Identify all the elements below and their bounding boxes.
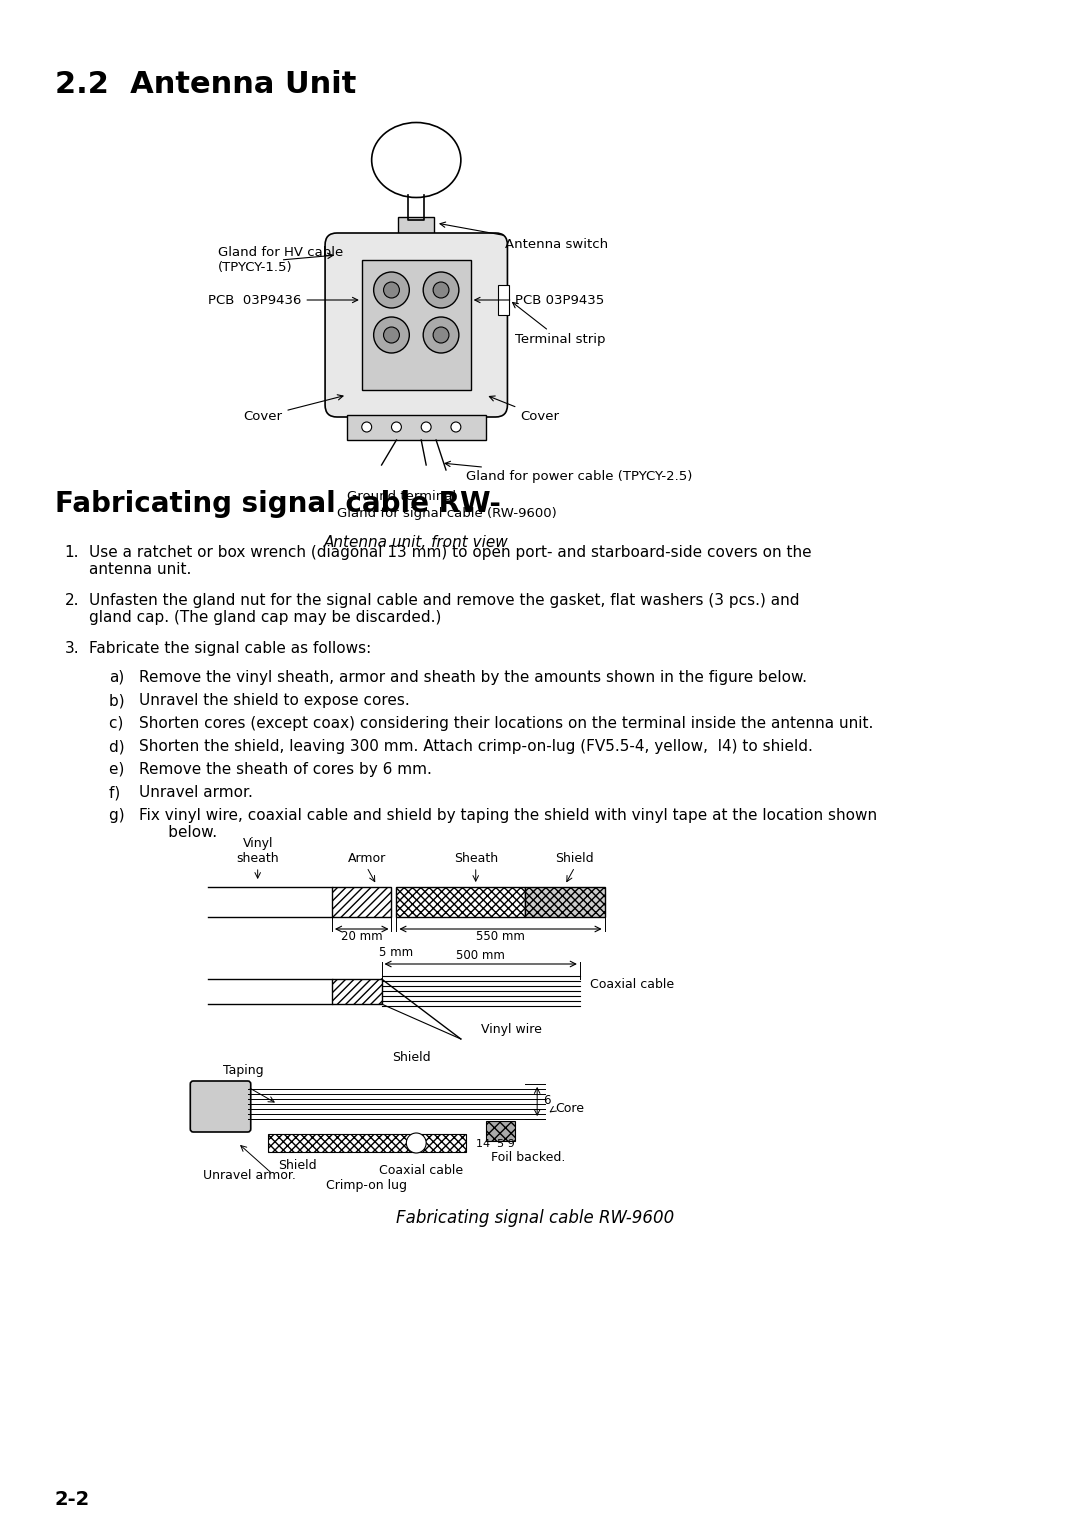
- Text: Gland for power cable (TPYCY-2.5): Gland for power cable (TPYCY-2.5): [445, 461, 692, 483]
- FancyBboxPatch shape: [325, 234, 508, 417]
- Circle shape: [433, 327, 449, 344]
- Text: Use a ratchet or box wrench (diagonal 13 mm) to open port- and starboard-side co: Use a ratchet or box wrench (diagonal 13…: [90, 545, 812, 577]
- Text: Unravel armor.: Unravel armor.: [138, 785, 253, 800]
- Circle shape: [383, 327, 400, 344]
- Text: Antenna switch: Antenna switch: [440, 221, 608, 252]
- Text: Cover: Cover: [489, 395, 559, 423]
- Text: Shield: Shield: [278, 1159, 316, 1173]
- Text: Sheath: Sheath: [454, 852, 498, 864]
- Text: Armor: Armor: [348, 852, 386, 864]
- Text: 1.: 1.: [65, 545, 79, 560]
- Text: Terminal strip: Terminal strip: [513, 302, 606, 347]
- Text: 2.: 2.: [65, 592, 79, 608]
- Text: Coaxial cable: Coaxial cable: [379, 1164, 463, 1177]
- Text: a): a): [109, 670, 124, 686]
- Text: Unravel armor.: Unravel armor.: [203, 1170, 296, 1182]
- Bar: [362, 260, 471, 389]
- Circle shape: [374, 272, 409, 308]
- Circle shape: [421, 421, 431, 432]
- Text: 20 mm: 20 mm: [341, 930, 382, 944]
- Circle shape: [391, 421, 402, 432]
- Circle shape: [362, 421, 372, 432]
- Circle shape: [374, 318, 409, 353]
- Text: Gland for signal cable (RW-9600): Gland for signal cable (RW-9600): [337, 507, 556, 521]
- Circle shape: [383, 282, 400, 298]
- Text: f): f): [109, 785, 130, 800]
- Text: Coaxial cable: Coaxial cable: [590, 977, 674, 991]
- Text: Taping: Taping: [222, 1064, 264, 1077]
- Text: Remove the sheath of cores by 6 mm.: Remove the sheath of cores by 6 mm.: [138, 762, 432, 777]
- Bar: [396, 887, 525, 918]
- Text: 2-2: 2-2: [54, 1490, 90, 1509]
- Bar: [525, 887, 605, 918]
- Text: Shorten the shield, leaving 300 mm. Attach crimp-on-lug (FV5.5-4, yellow,  l4) t: Shorten the shield, leaving 300 mm. Atta…: [138, 739, 812, 754]
- Bar: [332, 887, 391, 918]
- Text: Foil backed.: Foil backed.: [490, 1151, 565, 1164]
- Text: Vinyl wire: Vinyl wire: [481, 1023, 541, 1035]
- Text: Unravel the shield to expose cores.: Unravel the shield to expose cores.: [138, 693, 409, 709]
- Text: Core: Core: [555, 1102, 584, 1116]
- Text: 5 mm: 5 mm: [379, 947, 414, 959]
- Text: d): d): [109, 739, 130, 754]
- Text: Ground terminal: Ground terminal: [347, 490, 456, 502]
- Text: Fabricate the signal cable as follows:: Fabricate the signal cable as follows:: [90, 641, 372, 657]
- Circle shape: [451, 421, 461, 432]
- Text: Crimp-on lug: Crimp-on lug: [326, 1179, 407, 1193]
- Text: 14  5 9: 14 5 9: [476, 1139, 515, 1148]
- Text: c): c): [109, 716, 129, 731]
- Bar: [486, 1121, 515, 1141]
- Text: Fabricating signal cable RW-: Fabricating signal cable RW-: [54, 490, 500, 518]
- Circle shape: [423, 318, 459, 353]
- Text: PCB  03P9436: PCB 03P9436: [208, 293, 357, 307]
- Text: Cover: Cover: [243, 395, 343, 423]
- Text: Gland for HV cable
(TPYCY-1.5): Gland for HV cable (TPYCY-1.5): [218, 246, 343, 273]
- Text: Shield: Shield: [555, 852, 594, 864]
- Text: 6: 6: [543, 1095, 551, 1107]
- Circle shape: [406, 1133, 427, 1153]
- Bar: [332, 979, 381, 1003]
- Circle shape: [433, 282, 449, 298]
- FancyBboxPatch shape: [190, 1081, 251, 1132]
- Text: Unfasten the gland nut for the signal cable and remove the gasket, flat washers : Unfasten the gland nut for the signal ca…: [90, 592, 799, 626]
- Circle shape: [423, 272, 459, 308]
- Text: Antenna unit, front view: Antenna unit, front view: [324, 534, 509, 550]
- Text: Vinyl
sheath: Vinyl sheath: [237, 837, 279, 864]
- FancyBboxPatch shape: [347, 415, 486, 440]
- Text: Remove the vinyl sheath, armor and sheath by the amounts shown in the figure bel: Remove the vinyl sheath, armor and sheat…: [138, 670, 807, 686]
- Text: Shorten cores (except coax) considering their locations on the terminal inside t: Shorten cores (except coax) considering …: [138, 716, 873, 731]
- Text: b): b): [109, 693, 130, 709]
- Text: Fabricating signal cable RW-9600: Fabricating signal cable RW-9600: [396, 1209, 674, 1228]
- Text: PCB 03P9435: PCB 03P9435: [475, 293, 605, 307]
- FancyBboxPatch shape: [399, 217, 434, 247]
- Text: e): e): [109, 762, 130, 777]
- Text: Fix vinyl wire, coaxial cable and shield by taping the shield with vinyl tape at: Fix vinyl wire, coaxial cable and shield…: [138, 808, 877, 840]
- Text: 2.2  Antenna Unit: 2.2 Antenna Unit: [54, 70, 356, 99]
- Bar: [498, 286, 510, 315]
- Text: Shield: Shield: [392, 1051, 431, 1064]
- Text: 500 mm: 500 mm: [456, 948, 505, 962]
- Text: g): g): [109, 808, 130, 823]
- Bar: [268, 1135, 465, 1151]
- Text: 550 mm: 550 mm: [476, 930, 525, 944]
- Text: 3.: 3.: [65, 641, 79, 657]
